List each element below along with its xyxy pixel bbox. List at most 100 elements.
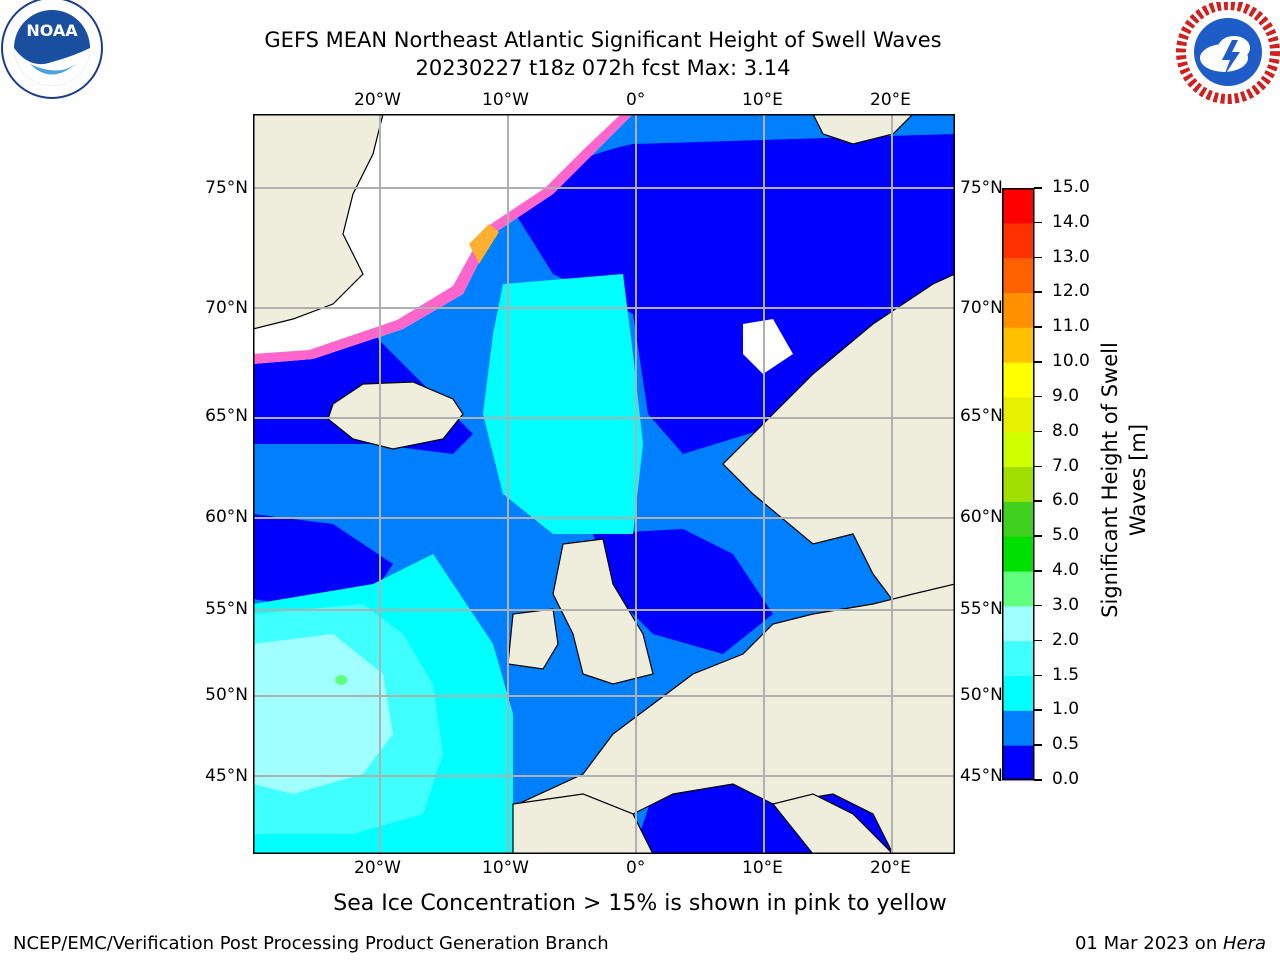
- colorbar-tick-label: 5.0: [1052, 525, 1080, 546]
- lon-label-bottom-20e: 20°E: [870, 858, 911, 878]
- colorbar-band-2: [1002, 675, 1034, 711]
- colorbar-tick-mark: [1034, 326, 1042, 328]
- colorbar-tick-mark: [1034, 395, 1042, 398]
- colorbar-band-0: [1002, 745, 1034, 781]
- colorbar-tick-mark: [1034, 535, 1042, 537]
- colorbar-tick-mark: [1034, 639, 1042, 642]
- lon-label-top-10e: 10°E: [742, 90, 783, 110]
- lat-label-right-70n: 70°N: [960, 298, 1003, 318]
- colorbar-tick-label: 14.0: [1052, 211, 1090, 232]
- colorbar-band-6: [1002, 536, 1034, 572]
- colorbar-tick-label: 2.0: [1052, 629, 1080, 650]
- colorbar-label-line-2: Waves [m]: [1126, 423, 1150, 537]
- colorbar-tick-mark: [1034, 709, 1042, 711]
- land-svalbard: [812, 114, 914, 145]
- land-great-britain: [552, 538, 654, 685]
- lon-label-bottom-20w: 20°W: [354, 858, 401, 878]
- colorbar-band-14: [1002, 257, 1034, 293]
- colorbar-tick-mark: [1034, 500, 1042, 502]
- colorbar-band-10: [1002, 396, 1034, 433]
- peak-swell-region: [253, 634, 393, 794]
- land-europe: [512, 583, 955, 854]
- land-iberia: [512, 793, 654, 854]
- ice-region-coast: [743, 319, 793, 374]
- land-iceland: [327, 381, 464, 450]
- colorbar-tick-mark: [1034, 779, 1042, 781]
- colorbar-tick-label: 13.0: [1052, 246, 1090, 267]
- colorbar-band-5: [1002, 571, 1034, 607]
- lon-label-top-10w: 10°W: [482, 90, 529, 110]
- colorbar-label-line-1: Significant Height of Swell: [1098, 342, 1122, 618]
- max-swell-spot: [335, 675, 347, 685]
- colorbar-tick-label: 4.0: [1052, 560, 1080, 581]
- colorbar-tick-mark: [1034, 430, 1042, 433]
- footer-host: Hera: [1222, 933, 1266, 954]
- lat-label-left-55n: 55°N: [205, 599, 248, 619]
- graticule: [253, 114, 955, 854]
- map-frame: [253, 114, 955, 854]
- lat-label-left-65n: 65°N: [205, 406, 248, 426]
- colorbar-band-11: [1002, 362, 1034, 398]
- lat-label-right-45n: 45°N: [960, 766, 1003, 786]
- map-area: [253, 114, 955, 854]
- colorbar-tick-mark: [1034, 674, 1042, 677]
- title-line-1: GEFS MEAN Northeast Atlantic Significant…: [264, 28, 942, 52]
- colorbar-tick-mark: [1034, 291, 1042, 293]
- colorbar-tick-mark: [1034, 187, 1042, 189]
- colorbar-band-12: [1002, 327, 1034, 363]
- mid-swell-central: [483, 274, 643, 534]
- noaa-logo: NOAA: [1, 0, 103, 99]
- colorbar-tick-label: 1.0: [1052, 699, 1080, 720]
- noaa-logo-text: NOAA: [26, 21, 78, 40]
- footer-credit: NCEP/EMC/Verification Post Processing Pr…: [13, 933, 609, 954]
- lat-label-left-50n: 50°N: [205, 685, 248, 705]
- low-swell-west: [253, 514, 393, 604]
- colorbar-tick-label: 8.0: [1052, 420, 1080, 441]
- colorbar-tick-label: 9.0: [1052, 385, 1080, 406]
- lon-label-bottom-10w: 10°W: [482, 858, 529, 878]
- footer-date: 01 Mar 2023 on Hera: [1075, 933, 1266, 954]
- colorbar-band-15: [1002, 222, 1034, 259]
- colorbar-band-1: [1002, 710, 1034, 746]
- lon-label-top-0: 0°: [626, 90, 646, 110]
- lat-label-left-70n: 70°N: [205, 298, 248, 318]
- title-line-2: 20230227 t18z 072h fcst Max: 3.14: [415, 56, 791, 80]
- colorbar-band-13: [1002, 292, 1034, 328]
- lat-label-right-50n: 50°N: [960, 685, 1003, 705]
- colorbar-tick-label: 0.5: [1052, 734, 1080, 755]
- colorbar-tick-mark: [1034, 570, 1042, 572]
- lat-label-right-75n: 75°N: [960, 178, 1003, 198]
- colorbar-label: Significant Height of Swell Waves [m]: [1098, 342, 1150, 618]
- ice-edge-pink: [253, 114, 633, 364]
- nws-logo: [1176, 2, 1280, 104]
- colorbar-tick-mark: [1034, 361, 1042, 363]
- colorbar: [1002, 188, 1035, 781]
- colorbar-tick-label: 15.0: [1052, 177, 1090, 197]
- colorbar-tick-label: 1.5: [1052, 664, 1080, 685]
- colorbar-tick-label: 3.0: [1052, 594, 1080, 615]
- sea-ice-caption: Sea Ice Concentration > 15% is shown in …: [333, 891, 947, 916]
- colorbar-band-3: [1002, 640, 1034, 677]
- colorbar-band-8: [1002, 466, 1034, 502]
- colorbar-tick-label: 10.0: [1052, 351, 1090, 372]
- lat-label-right-60n: 60°N: [960, 507, 1003, 527]
- lat-label-right-55n: 55°N: [960, 599, 1003, 619]
- colorbar-tick-label: 11.0: [1052, 316, 1090, 337]
- lat-label-left-75n: 75°N: [205, 178, 248, 198]
- lon-label-bottom-0: 0°: [626, 858, 646, 878]
- lat-label-right-65n: 65°N: [960, 406, 1003, 426]
- ice-edge-orange: [469, 224, 499, 264]
- colorbar-tick-label: 6.0: [1052, 490, 1080, 511]
- colorbar-band-16: [1002, 188, 1034, 224]
- lon-label-top-20w: 20°W: [354, 90, 401, 110]
- colorbar-tick-mark: [1034, 256, 1042, 259]
- colorbar-tick-mark: [1034, 465, 1042, 468]
- colorbar-band-4: [1002, 605, 1034, 642]
- colorbar-tick-label: 12.0: [1052, 281, 1090, 302]
- colorbar-tick-mark: [1034, 221, 1042, 224]
- land-italy: [771, 793, 894, 854]
- land-greenland: [253, 114, 384, 330]
- colorbar-tick-label: 0.0: [1052, 769, 1080, 789]
- footer-date-text: 01 Mar 2023 on: [1074, 933, 1223, 954]
- lon-label-bottom-10e: 10°E: [742, 858, 783, 878]
